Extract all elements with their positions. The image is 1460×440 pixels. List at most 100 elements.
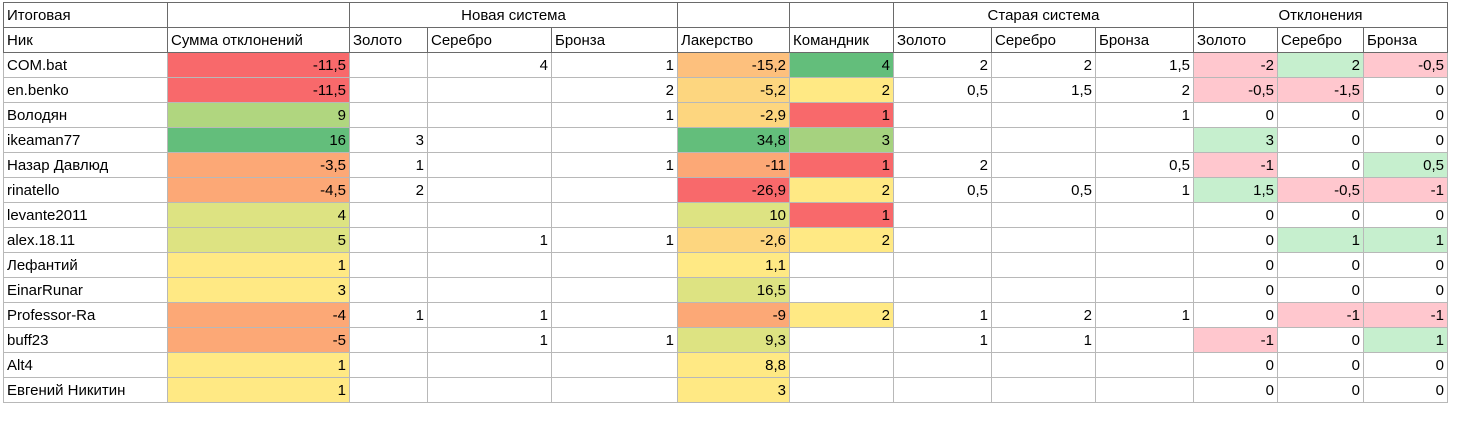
value-cell[interactable]	[349, 352, 428, 378]
value-cell[interactable]: -4,5	[167, 177, 350, 203]
value-cell[interactable]: 1	[789, 102, 894, 128]
value-cell[interactable]	[349, 202, 428, 228]
value-cell[interactable]: 1	[893, 327, 992, 353]
value-cell[interactable]: 2	[789, 302, 894, 328]
value-cell[interactable]	[991, 127, 1096, 153]
value-cell[interactable]: -0,5	[1193, 77, 1278, 103]
value-cell[interactable]: 0	[1193, 277, 1278, 303]
value-cell[interactable]	[789, 277, 894, 303]
value-cell[interactable]: 0,5	[893, 177, 992, 203]
value-cell[interactable]: 1	[167, 377, 350, 403]
value-cell[interactable]	[991, 227, 1096, 253]
value-cell[interactable]: 1	[1277, 227, 1364, 253]
value-cell[interactable]: -2,9	[677, 102, 790, 128]
value-cell[interactable]	[427, 77, 552, 103]
column-header-cell[interactable]: Серебро	[991, 27, 1096, 53]
value-cell[interactable]: 2	[789, 177, 894, 203]
group-old-system-cell[interactable]: Старая система	[893, 2, 1194, 28]
value-cell[interactable]	[427, 177, 552, 203]
column-header-cell[interactable]: Сумма отклонений	[167, 27, 350, 53]
value-cell[interactable]	[551, 352, 678, 378]
value-cell[interactable]	[991, 352, 1096, 378]
value-cell[interactable]: 1	[1095, 302, 1194, 328]
value-cell[interactable]	[991, 202, 1096, 228]
nickname-cell[interactable]: COM.bat	[3, 52, 168, 78]
value-cell[interactable]: -1	[1277, 302, 1364, 328]
value-cell[interactable]	[893, 352, 992, 378]
value-cell[interactable]: 2	[1095, 77, 1194, 103]
value-cell[interactable]: 10	[677, 202, 790, 228]
value-cell[interactable]: 0	[1363, 127, 1448, 153]
value-cell[interactable]: 3	[789, 127, 894, 153]
column-header-cell[interactable]: Командник	[789, 27, 894, 53]
column-header-cell[interactable]: Серебро	[1277, 27, 1364, 53]
value-cell[interactable]: 2	[893, 52, 992, 78]
value-cell[interactable]: -11,5	[167, 52, 350, 78]
value-cell[interactable]: 3	[677, 377, 790, 403]
value-cell[interactable]: 1	[991, 327, 1096, 353]
nickname-cell[interactable]: en.benko	[3, 77, 168, 103]
value-cell[interactable]	[991, 102, 1096, 128]
group-new-system-cell[interactable]: Новая система	[349, 2, 678, 28]
nickname-cell[interactable]: Professor-Ra	[3, 302, 168, 328]
value-cell[interactable]	[1095, 352, 1194, 378]
value-cell[interactable]: 0	[1363, 252, 1448, 278]
value-cell[interactable]	[349, 102, 428, 128]
value-cell[interactable]: 5	[167, 227, 350, 253]
value-cell[interactable]: 0	[1193, 302, 1278, 328]
value-cell[interactable]: 0	[1277, 202, 1364, 228]
value-cell[interactable]	[893, 127, 992, 153]
value-cell[interactable]: 1	[893, 302, 992, 328]
value-cell[interactable]	[349, 52, 428, 78]
value-cell[interactable]	[1095, 127, 1194, 153]
value-cell[interactable]: -1,5	[1277, 77, 1364, 103]
column-header-cell[interactable]: Золото	[349, 27, 428, 53]
column-header-cell[interactable]: Золото	[893, 27, 992, 53]
value-cell[interactable]: 2	[349, 177, 428, 203]
value-cell[interactable]	[551, 277, 678, 303]
value-cell[interactable]: 0	[1363, 352, 1448, 378]
empty-header-cell[interactable]	[167, 2, 350, 28]
value-cell[interactable]: 0	[1193, 227, 1278, 253]
value-cell[interactable]: 0	[1363, 102, 1448, 128]
value-cell[interactable]: 1	[349, 302, 428, 328]
value-cell[interactable]: 1	[551, 52, 678, 78]
nickname-cell[interactable]: Alt4	[3, 352, 168, 378]
value-cell[interactable]: 0	[1363, 202, 1448, 228]
value-cell[interactable]: 0	[1277, 102, 1364, 128]
value-cell[interactable]: 4	[167, 202, 350, 228]
value-cell[interactable]	[1095, 227, 1194, 253]
value-cell[interactable]: 1,5	[1095, 52, 1194, 78]
value-cell[interactable]: 0,5	[1363, 152, 1448, 178]
column-header-cell[interactable]: Лакерство	[677, 27, 790, 53]
value-cell[interactable]: 1	[427, 227, 552, 253]
value-cell[interactable]: -0,5	[1277, 177, 1364, 203]
column-header-cell[interactable]: Золото	[1193, 27, 1278, 53]
value-cell[interactable]: 0	[1193, 377, 1278, 403]
value-cell[interactable]: 0	[1363, 377, 1448, 403]
value-cell[interactable]	[893, 202, 992, 228]
value-cell[interactable]: 9	[167, 102, 350, 128]
value-cell[interactable]: 4	[789, 52, 894, 78]
value-cell[interactable]	[789, 327, 894, 353]
value-cell[interactable]: -15,2	[677, 52, 790, 78]
value-cell[interactable]	[789, 352, 894, 378]
value-cell[interactable]	[991, 252, 1096, 278]
value-cell[interactable]: -1	[1193, 327, 1278, 353]
value-cell[interactable]	[427, 102, 552, 128]
value-cell[interactable]	[551, 127, 678, 153]
value-cell[interactable]: -5	[167, 327, 350, 353]
empty-header-cell[interactable]	[789, 2, 894, 28]
nickname-cell[interactable]: levante2011	[3, 202, 168, 228]
value-cell[interactable]: 0	[1193, 202, 1278, 228]
value-cell[interactable]: -2,6	[677, 227, 790, 253]
value-cell[interactable]	[991, 277, 1096, 303]
value-cell[interactable]: 3	[349, 127, 428, 153]
value-cell[interactable]: -2	[1193, 52, 1278, 78]
value-cell[interactable]: 1	[551, 327, 678, 353]
column-header-cell[interactable]: Бронза	[551, 27, 678, 53]
value-cell[interactable]: 0	[1363, 277, 1448, 303]
value-cell[interactable]	[1095, 277, 1194, 303]
value-cell[interactable]: 0	[1277, 352, 1364, 378]
value-cell[interactable]: 1	[427, 302, 552, 328]
